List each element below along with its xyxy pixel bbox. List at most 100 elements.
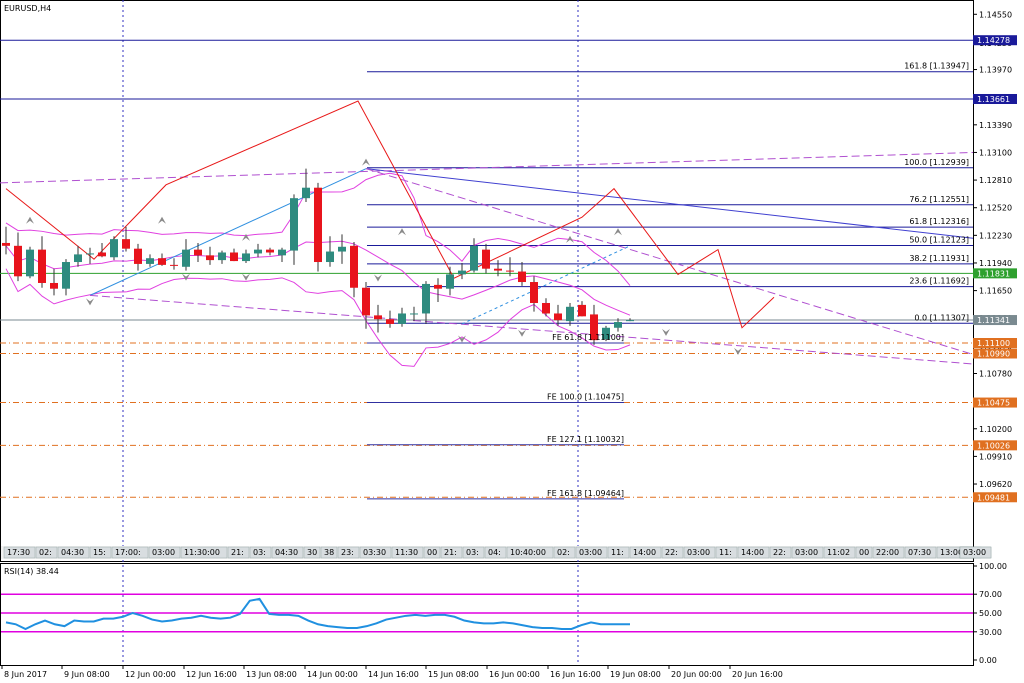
fib-level-label: 100.0 [1.12939] <box>904 158 969 167</box>
trend-line-dotted <box>461 245 631 325</box>
time-tag <box>148 546 181 559</box>
candle-bull <box>626 320 634 322</box>
zigzag-line <box>5 100 775 329</box>
price-box <box>973 35 1017 46</box>
candle-bull <box>422 283 430 314</box>
time-tag <box>506 546 554 559</box>
time-tag-label: 03:00 <box>963 548 986 557</box>
candle-bull <box>146 258 154 264</box>
time-tag-label: 38 <box>324 548 334 557</box>
time-tag <box>737 546 770 559</box>
fractal-marker <box>458 335 466 343</box>
price-box <box>973 348 1017 359</box>
rsi-y-label: 100.00 <box>979 562 1007 571</box>
time-tag <box>227 546 250 559</box>
time-tag-label: 14:00 <box>741 548 764 557</box>
x-tick-label: 14 Jun 16:00 <box>368 670 419 679</box>
y-tick-label: 1.12230 <box>979 231 1012 240</box>
time-tag <box>855 546 873 559</box>
y-tick-label: 1.12520 <box>979 204 1012 213</box>
fe-level-label: FE 61.8 [1.11100] <box>552 333 624 342</box>
candle-bull <box>278 249 286 256</box>
time-tag-label: 04:30 <box>275 548 298 557</box>
time-tag-label: 03:30 <box>363 548 386 557</box>
trend-line-down <box>365 168 974 239</box>
time-tag-label: 04:30 <box>61 548 84 557</box>
time-tag-label: 11: <box>611 548 624 557</box>
candle-bear <box>194 249 202 256</box>
time-tag <box>553 546 576 559</box>
time-tag <box>607 546 630 559</box>
x-tick-label: 14 Jun 00:00 <box>307 670 358 679</box>
time-tag-label: 07:30 <box>908 548 931 557</box>
channel-upper <box>0 151 974 184</box>
time-tag <box>904 546 937 559</box>
price-box-label: 1.10990 <box>977 349 1010 358</box>
rsi-y-label: 70.00 <box>979 590 1002 599</box>
time-tag <box>462 546 485 559</box>
time-tag-label: 03:00 <box>152 548 175 557</box>
y-tick-label: 1.13970 <box>979 66 1012 75</box>
candle-bear <box>170 264 178 266</box>
x-tick-label: 16 Jun 16:00 <box>550 670 601 679</box>
candle-bear <box>518 271 526 283</box>
candle-bear <box>230 252 238 262</box>
y-tick-label: 1.10780 <box>979 369 1012 378</box>
price-box-label: 1.11831 <box>977 269 1010 278</box>
time-tag <box>484 546 507 559</box>
candle-bear <box>350 245 358 288</box>
time-tag-label: 22: <box>773 548 786 557</box>
time-tag <box>440 546 463 559</box>
time-tag <box>423 546 441 559</box>
fib-level-label: 38.2 [1.11931] <box>909 254 969 263</box>
candle-bear <box>542 302 550 314</box>
fractal-marker <box>242 273 250 281</box>
y-tick-label: 1.09620 <box>979 480 1012 489</box>
y-tick-label: 1.11650 <box>979 287 1012 296</box>
candle-bear <box>530 282 538 303</box>
fe-level-label: FE 100.0 [1.10475] <box>547 393 624 402</box>
fractal-marker <box>242 233 250 241</box>
x-tick-label: 20 Jun 00:00 <box>671 670 722 679</box>
fractal-marker <box>662 328 670 336</box>
x-tick-label: 15 Jun 08:00 <box>428 670 479 679</box>
fe-level-label: FE 127.1 [1.10032] <box>547 435 624 444</box>
fib-level-label: 50.0 [1.12123] <box>909 236 969 245</box>
y-tick-label: 1.13100 <box>979 148 1012 157</box>
fractal-marker <box>614 228 622 236</box>
candle-bull <box>26 249 34 277</box>
candle-bear <box>506 270 514 272</box>
candle-bear <box>482 249 490 269</box>
y-tick-label: 1.14550 <box>979 10 1012 19</box>
fractal-marker <box>362 158 370 166</box>
y-tick-label: 1.10200 <box>979 425 1012 434</box>
candle-bull <box>614 322 622 328</box>
fractal-marker <box>398 228 406 236</box>
time-tag <box>629 546 662 559</box>
time-tag <box>271 546 304 559</box>
price-box <box>973 338 1017 349</box>
fractal-marker <box>734 347 742 355</box>
y-tick-label: 1.09910 <box>979 452 1012 461</box>
price-box-label: 1.11341 <box>977 316 1010 325</box>
time-tag <box>111 546 149 559</box>
candle-bull <box>410 313 418 315</box>
time-tag <box>959 546 992 559</box>
candle-bear <box>14 245 22 277</box>
candle-bull <box>290 198 298 251</box>
x-tick-label: 12 Jun 16:00 <box>186 670 237 679</box>
x-tick-label: 19 Jun 08:00 <box>610 670 661 679</box>
candle-bear <box>98 252 106 257</box>
time-tag <box>359 546 392 559</box>
fractal-marker <box>26 216 34 224</box>
time-tag <box>337 546 360 559</box>
channel-lower <box>89 294 974 365</box>
time-tag <box>57 546 90 559</box>
time-tag-label: 03:00 <box>579 548 602 557</box>
time-tag-label: 03: <box>253 548 266 557</box>
candle-bear <box>50 282 58 289</box>
time-tag <box>35 546 58 559</box>
candle-bear <box>434 284 442 289</box>
x-tick-label: 8 Jun 2017 <box>4 670 47 679</box>
